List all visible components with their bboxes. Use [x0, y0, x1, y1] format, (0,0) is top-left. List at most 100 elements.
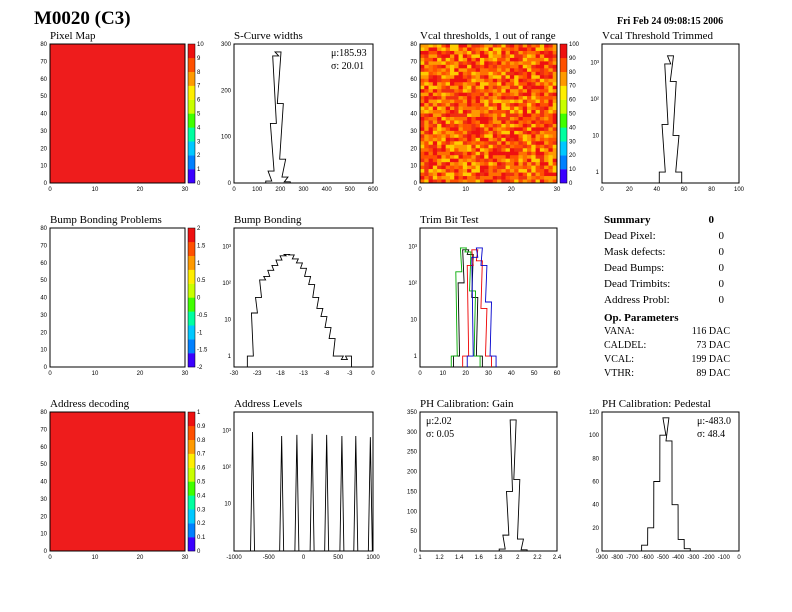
heatmap-cell [544, 123, 549, 128]
heatmap-cell [531, 172, 536, 177]
y-tick-label: 50 [40, 462, 47, 468]
heatmap-cell [522, 92, 528, 97]
heatmap-cell [518, 158, 524, 163]
plot-frame [233, 43, 374, 184]
heatmap-cell [544, 82, 549, 86]
heatmap-cell [527, 158, 532, 163]
heatmap-cell [497, 176, 502, 180]
heatmap-cell [471, 57, 476, 62]
heatmap-cell [437, 78, 442, 83]
heatmap-cell [428, 162, 434, 166]
heatmap-cell [505, 162, 511, 166]
heatmap-cell [484, 82, 489, 86]
heatmap-cell [514, 110, 519, 114]
heatmap-cell [458, 116, 464, 121]
y-tick-label: 100 [589, 433, 600, 439]
palette-tick-label: 1 [197, 167, 201, 173]
heatmap-cell [420, 71, 425, 76]
heatmap-cell [432, 113, 438, 118]
heatmap-cell [497, 75, 502, 80]
heatmap-cell [479, 57, 485, 62]
heatmap-cell [539, 89, 545, 93]
heatmap-cell [479, 71, 485, 76]
heatmap-cell [475, 127, 481, 132]
heatmap-cell [420, 120, 425, 125]
heatmap-cell [548, 103, 554, 107]
heatmap-cell [501, 158, 506, 163]
color-palette-segment [188, 467, 195, 482]
heatmap-cell [497, 85, 502, 90]
heatmap-cell [424, 165, 429, 170]
heatmap-cell [492, 85, 498, 90]
heatmap-cell [479, 130, 485, 135]
heatmap-cell [445, 130, 451, 135]
heatmap-cell [505, 106, 511, 111]
heatmap-cell [488, 141, 494, 146]
heatmap-cell [424, 71, 429, 76]
heatmap-cell [462, 71, 468, 76]
heatmap-cell [522, 113, 528, 118]
heatmap-cell [544, 99, 549, 104]
heatmap-cell [488, 57, 494, 62]
heatmap-cell [449, 110, 455, 114]
heatmap-cell [492, 75, 498, 80]
x-tick-label: 600 [368, 187, 379, 193]
heatmap-cell [420, 172, 425, 177]
heatmap-cell [471, 47, 476, 52]
heatmap-cell [458, 47, 464, 52]
heatmap-cell [449, 99, 455, 104]
heatmap-cell [488, 179, 494, 184]
heatmap-cell [497, 68, 502, 73]
heatmap-cell [497, 89, 502, 93]
heatmap-cell [458, 68, 464, 73]
heatmap-cell [458, 130, 464, 135]
heatmap-cell [531, 134, 536, 139]
heatmap-cell [535, 134, 541, 139]
heatmap-cell [518, 96, 524, 100]
heatmap-cell [462, 141, 468, 146]
heatmap-cell [527, 47, 532, 52]
heatmap-cell [479, 113, 485, 118]
heatmap-cell [522, 158, 528, 163]
x-tick-label: 1.6 [475, 555, 484, 561]
heatmap-cell [514, 82, 519, 86]
heatmap-cell [514, 106, 519, 111]
heatmap-cell [467, 116, 472, 121]
heatmap-cell [531, 50, 536, 55]
address-levels-title: Address Levels [234, 398, 303, 410]
heatmap-cell [544, 151, 549, 156]
heatmap-cell [458, 82, 464, 86]
heatmap-cell [552, 151, 558, 156]
heatmap-cell [548, 64, 554, 69]
heatmap-cell [437, 176, 442, 180]
y-tick-label: 80 [592, 456, 599, 462]
heatmap-cell [441, 155, 446, 159]
heatmap-cell [531, 162, 536, 166]
heatmap-cell [527, 162, 532, 166]
heatmap-cell [488, 113, 494, 118]
heatmap-cell [441, 92, 446, 97]
heatmap-cell [437, 54, 442, 59]
heatmap-cell [454, 130, 459, 135]
palette-tick-label: -2 [197, 365, 203, 371]
heatmap-cell [505, 141, 511, 146]
heatmap-cell [535, 78, 541, 83]
x-tick-label: 30 [182, 371, 189, 377]
heatmap-cell [454, 120, 459, 125]
heatmap-cell [458, 158, 464, 163]
heatmap-cell [462, 68, 468, 73]
heatmap-cell [509, 162, 515, 166]
heatmap-cell [50, 412, 185, 551]
heatmap-cell [484, 172, 489, 177]
heatmap-cell [544, 47, 549, 52]
heatmap-cell [462, 85, 468, 90]
summary-value: 0 [718, 278, 725, 290]
heatmap-cell [445, 155, 451, 159]
x-tick-label: 80 [708, 187, 715, 193]
heatmap-cell [445, 44, 451, 48]
heatmap-cell [548, 116, 554, 121]
heatmap-cell [544, 155, 549, 159]
heatmap-cell [522, 71, 528, 76]
palette-tick-label: 9 [197, 56, 201, 62]
